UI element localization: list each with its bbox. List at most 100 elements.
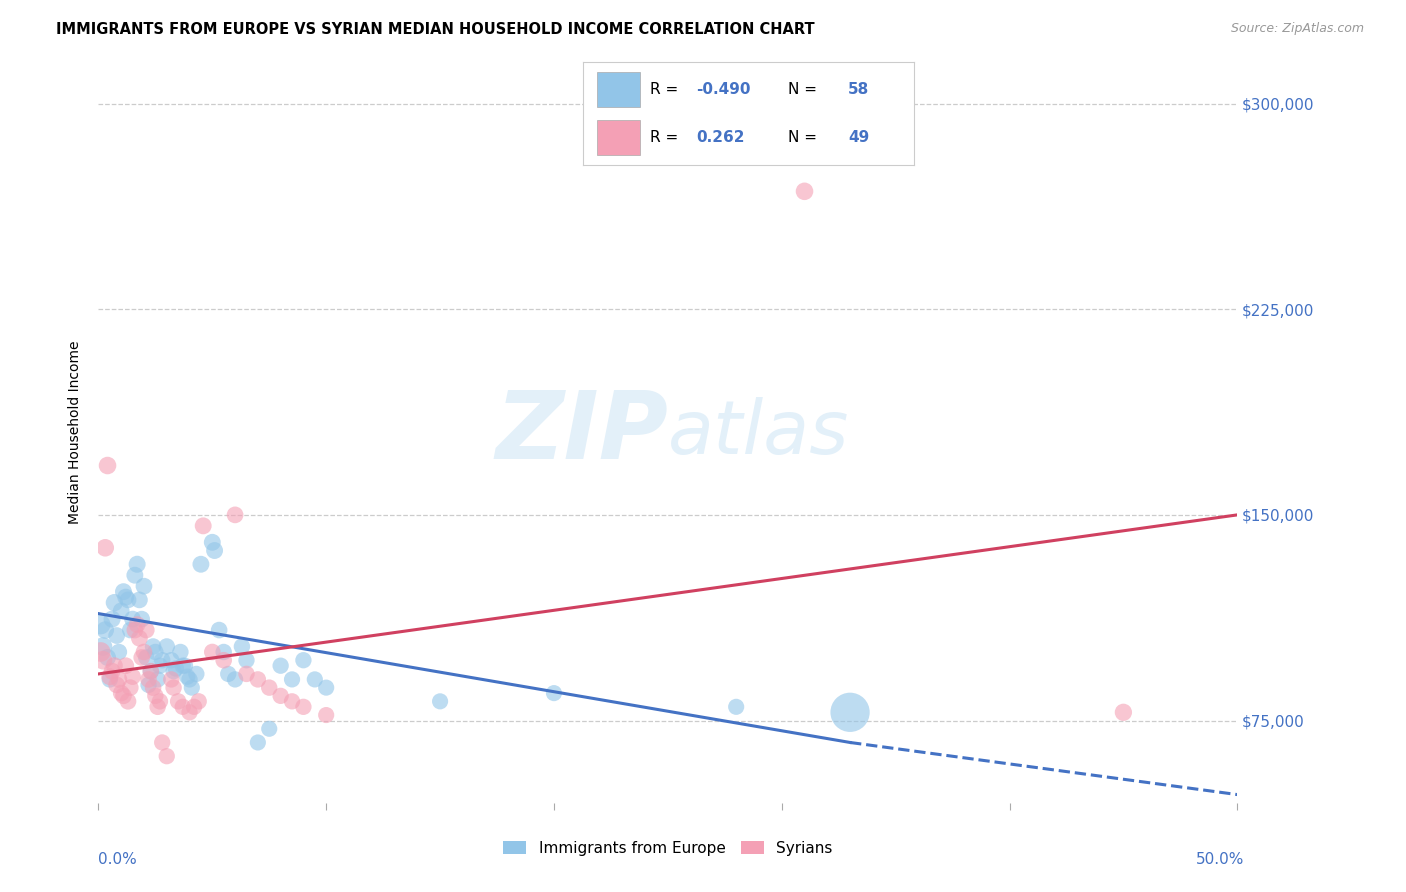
Point (138, 673, 160, 687)
Point (270, 658, 292, 673)
Point (246, 735, 269, 749)
Point (156, 749, 179, 764)
Point (112, 584, 135, 599)
Point (94, 541, 117, 555)
Text: R =: R = (650, 130, 688, 145)
Point (105, 678, 128, 692)
Point (281, 694, 304, 708)
Point (96, 650, 118, 665)
Y-axis label: Median Household Income: Median Household Income (69, 341, 83, 524)
Point (114, 658, 136, 673)
Point (543, 686, 565, 700)
Point (180, 681, 202, 695)
Point (304, 673, 326, 687)
Text: N =: N = (789, 130, 823, 145)
Point (160, 653, 183, 667)
Point (201, 645, 224, 659)
Point (139, 664, 162, 678)
Point (231, 640, 253, 654)
FancyBboxPatch shape (596, 71, 640, 106)
Point (281, 673, 304, 687)
Point (146, 699, 169, 714)
Point (96, 458, 118, 473)
Point (127, 558, 149, 572)
Point (212, 653, 235, 667)
Point (149, 694, 172, 708)
Point (142, 640, 165, 654)
Point (149, 658, 172, 673)
Point (179, 673, 201, 687)
Point (292, 699, 315, 714)
Point (142, 681, 165, 695)
Point (292, 653, 315, 667)
Point (167, 694, 190, 708)
Point (259, 681, 281, 695)
Point (101, 664, 124, 678)
Text: 50.0%: 50.0% (1197, 852, 1244, 867)
Point (139, 664, 162, 678)
Point (246, 673, 269, 687)
Point (105, 628, 128, 642)
Point (160, 673, 183, 687)
Point (127, 617, 149, 632)
Point (131, 650, 153, 665)
Point (201, 535, 224, 549)
Point (138, 678, 160, 692)
Legend: Immigrants from Europe, Syrians: Immigrants from Europe, Syrians (498, 835, 838, 862)
Point (315, 681, 337, 695)
Point (169, 645, 191, 659)
Point (132, 645, 155, 659)
Text: -0.490: -0.490 (696, 81, 751, 96)
Text: 58: 58 (848, 81, 869, 96)
Point (128, 632, 150, 646)
Point (179, 706, 201, 720)
Point (98, 670, 121, 684)
Point (135, 650, 157, 665)
Point (120, 623, 142, 637)
Text: atlas: atlas (668, 397, 849, 468)
Point (150, 653, 173, 667)
Point (124, 623, 146, 637)
Point (259, 722, 281, 736)
Point (110, 604, 132, 618)
Point (208, 623, 231, 637)
Point (270, 689, 292, 703)
Point (315, 708, 337, 723)
Point (121, 612, 143, 626)
Point (429, 694, 451, 708)
Point (128, 593, 150, 607)
Point (117, 694, 139, 708)
Point (174, 658, 197, 673)
Text: N =: N = (789, 81, 823, 96)
Text: IMMIGRANTS FROM EUROPE VS SYRIAN MEDIAN HOUSEHOLD INCOME CORRELATION CHART: IMMIGRANTS FROM EUROPE VS SYRIAN MEDIAN … (56, 22, 815, 37)
Point (176, 670, 198, 684)
Point (235, 653, 257, 667)
Point (91, 653, 114, 667)
Point (190, 558, 212, 572)
Point (186, 667, 208, 681)
Text: 0.262: 0.262 (696, 130, 744, 145)
Point (217, 667, 239, 681)
Point (183, 699, 205, 714)
Point (165, 661, 187, 675)
Point (132, 579, 155, 593)
Point (108, 645, 131, 659)
Point (90, 645, 112, 659)
Point (112, 689, 135, 703)
Point (224, 673, 246, 687)
Point (103, 658, 125, 673)
Text: 0.0%: 0.0% (98, 852, 138, 867)
Text: ZIP: ZIP (495, 386, 668, 479)
Point (793, 184, 815, 198)
Point (193, 519, 215, 533)
Point (114, 590, 136, 604)
Point (94, 623, 117, 637)
Text: Source: ZipAtlas.com: Source: ZipAtlas.com (1230, 22, 1364, 36)
Point (1112, 706, 1135, 720)
Point (204, 543, 226, 558)
Point (101, 612, 124, 626)
Point (162, 681, 184, 695)
Point (172, 658, 194, 673)
Point (90, 617, 112, 632)
Point (117, 593, 139, 607)
